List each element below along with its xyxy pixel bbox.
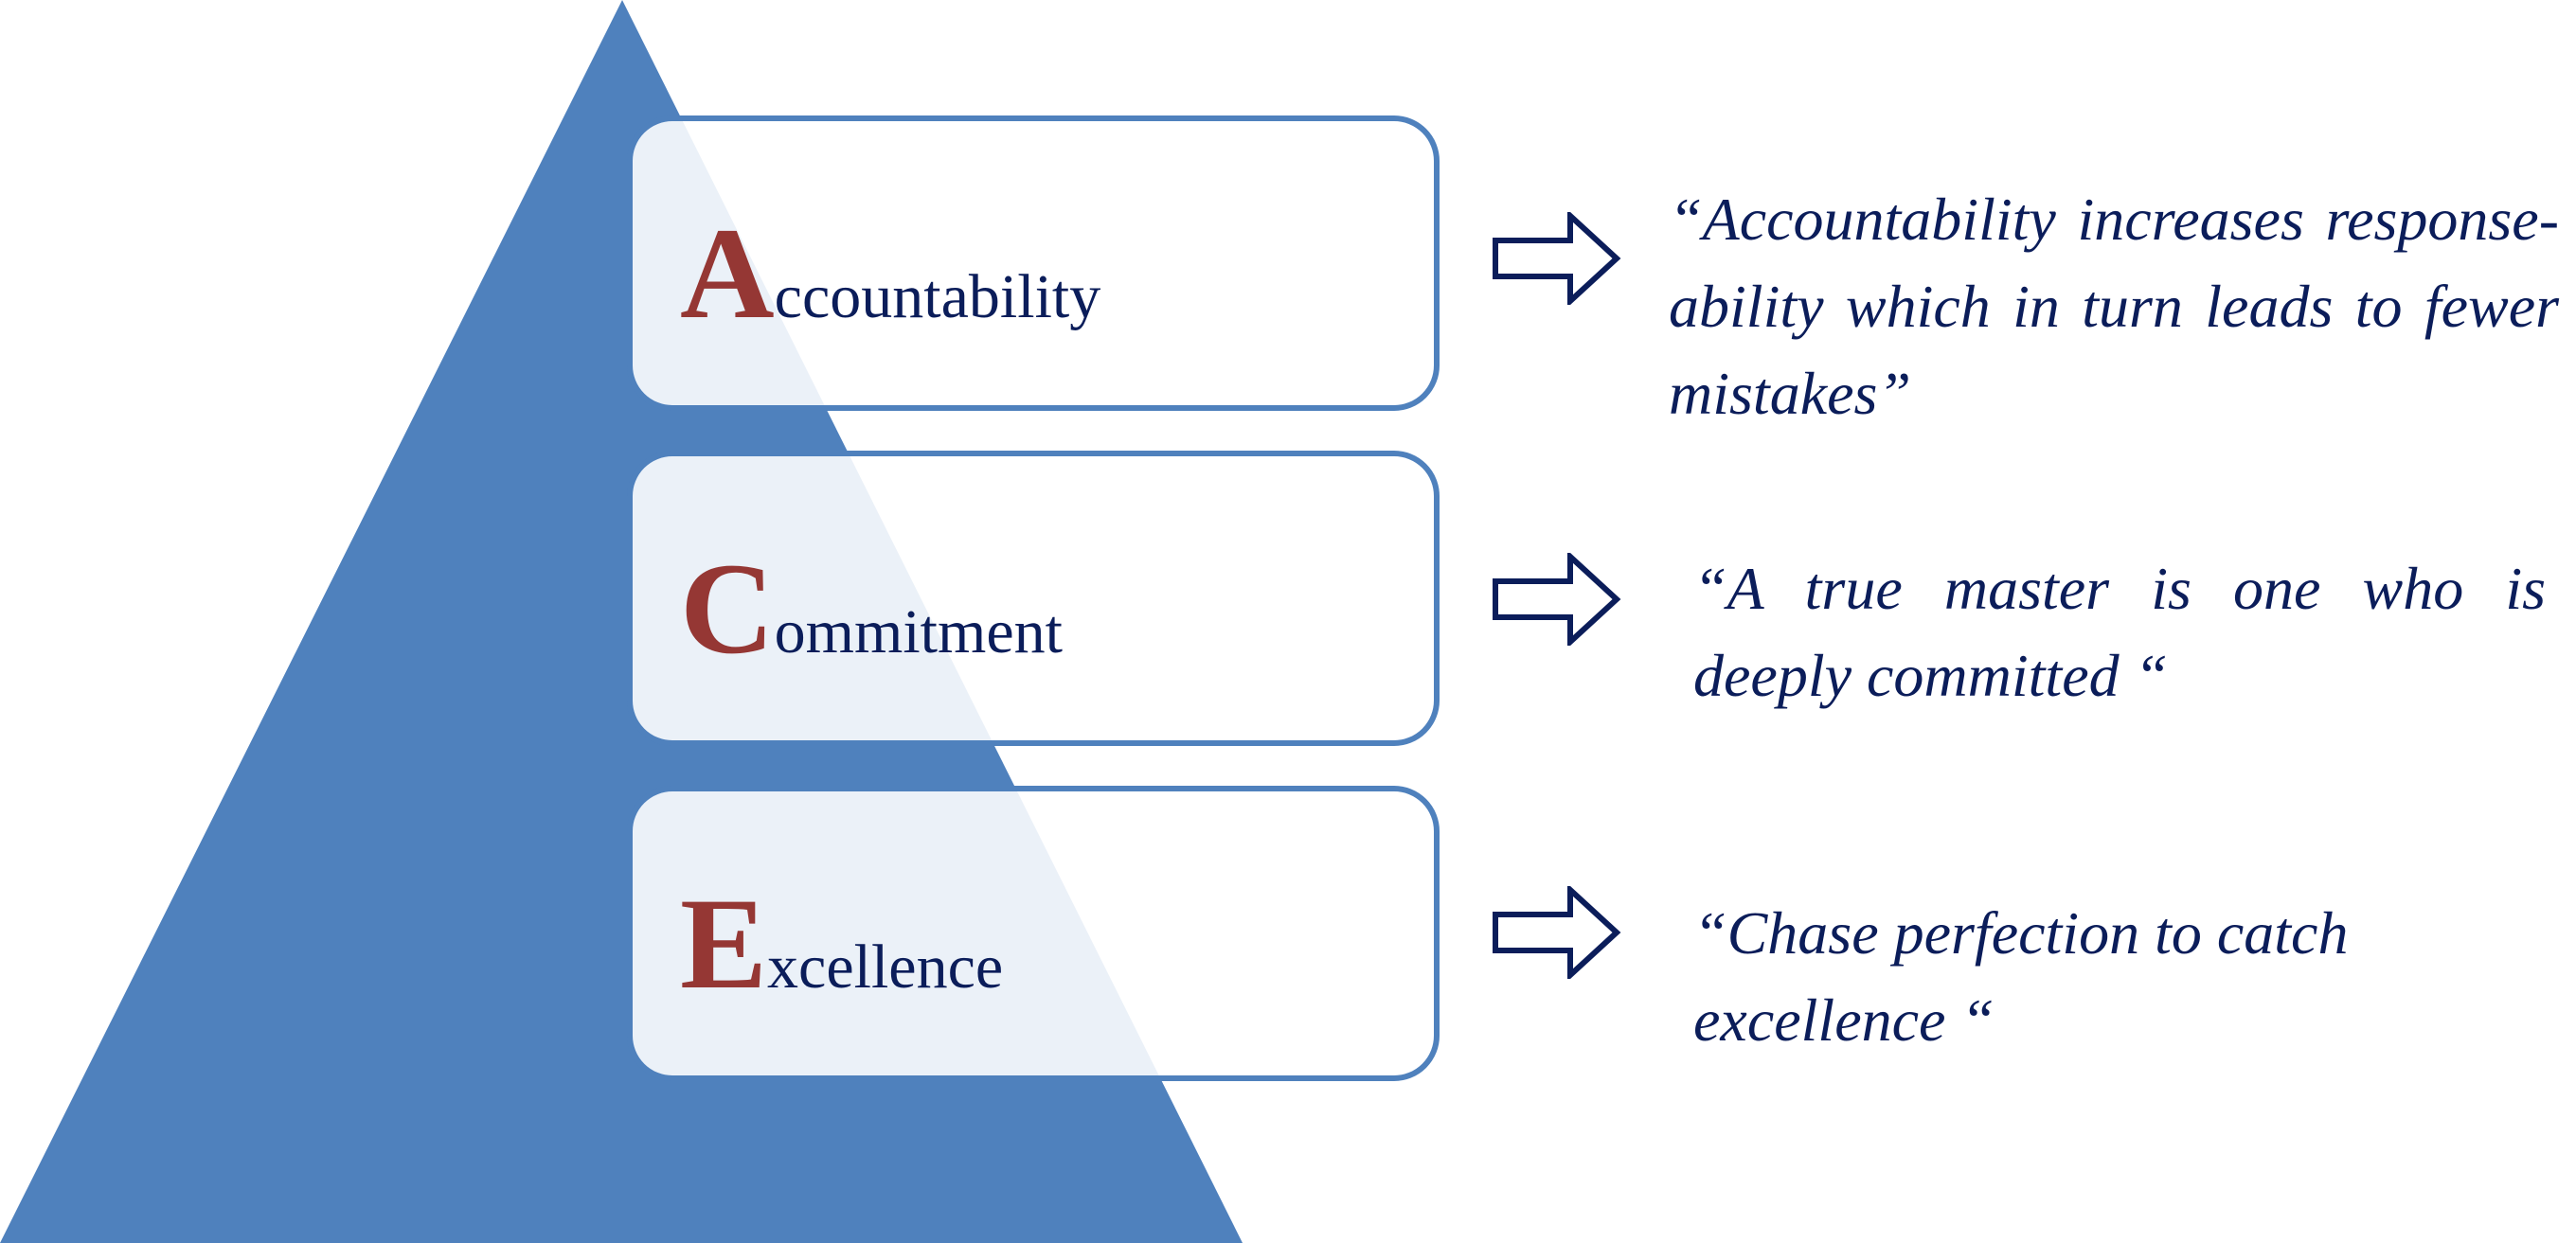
label-excellence-rest: xcellence	[767, 932, 1004, 1002]
label-commitment: Commitment	[680, 543, 1063, 674]
quote-accountability: “Accountability increases response-abili…	[1669, 186, 2559, 427]
initial-letter-e: E	[680, 871, 768, 1016]
initial-letter-a: A	[680, 201, 775, 346]
right-arrow-icon	[1493, 553, 1621, 646]
quote-commitment: “A true master is one who is deeply comm…	[1693, 555, 2546, 709]
label-commitment-rest: ommitment	[774, 597, 1063, 666]
label-accountability: Accountability	[680, 208, 1100, 339]
label-accountability-rest: ccountability	[774, 262, 1101, 331]
right-arrow-icon	[1493, 212, 1621, 305]
box-accountability: Accountability	[627, 115, 1440, 411]
box-commitment: Commitment	[627, 451, 1440, 746]
box-excellence: Excellence	[627, 786, 1440, 1081]
label-excellence: Excellence	[680, 879, 1003, 1009]
initial-letter-c: C	[680, 536, 775, 681]
quote-excellence: “Chase perfection to catch excellence “	[1693, 899, 2349, 1054]
right-arrow-icon	[1493, 886, 1621, 979]
